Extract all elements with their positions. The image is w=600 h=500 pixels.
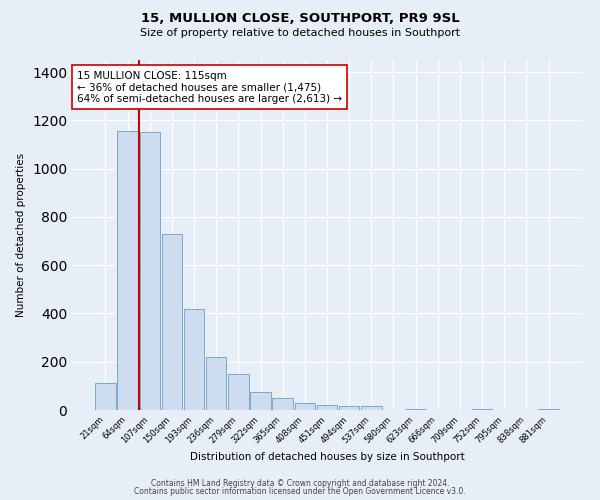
Bar — [250, 392, 271, 410]
Bar — [118, 131, 138, 410]
Bar — [161, 234, 182, 410]
Bar — [538, 409, 559, 410]
Text: Contains public sector information licensed under the Open Government Licence v3: Contains public sector information licen… — [134, 487, 466, 496]
Bar — [361, 406, 382, 410]
X-axis label: Distribution of detached houses by size in Southport: Distribution of detached houses by size … — [190, 452, 464, 462]
Bar — [228, 374, 248, 410]
Bar — [339, 406, 359, 410]
Text: 15 MULLION CLOSE: 115sqm
← 36% of detached houses are smaller (1,475)
64% of sem: 15 MULLION CLOSE: 115sqm ← 36% of detach… — [77, 70, 342, 104]
Bar — [206, 357, 226, 410]
Bar — [140, 132, 160, 410]
Bar — [295, 403, 315, 410]
Bar — [272, 398, 293, 410]
Bar — [406, 409, 426, 410]
Text: Contains HM Land Registry data © Crown copyright and database right 2024.: Contains HM Land Registry data © Crown c… — [151, 478, 449, 488]
Text: 15, MULLION CLOSE, SOUTHPORT, PR9 9SL: 15, MULLION CLOSE, SOUTHPORT, PR9 9SL — [140, 12, 460, 26]
Text: Size of property relative to detached houses in Southport: Size of property relative to detached ho… — [140, 28, 460, 38]
Bar — [317, 405, 337, 410]
Bar — [472, 409, 493, 410]
Bar — [95, 384, 116, 410]
Y-axis label: Number of detached properties: Number of detached properties — [16, 153, 26, 317]
Bar — [184, 308, 204, 410]
